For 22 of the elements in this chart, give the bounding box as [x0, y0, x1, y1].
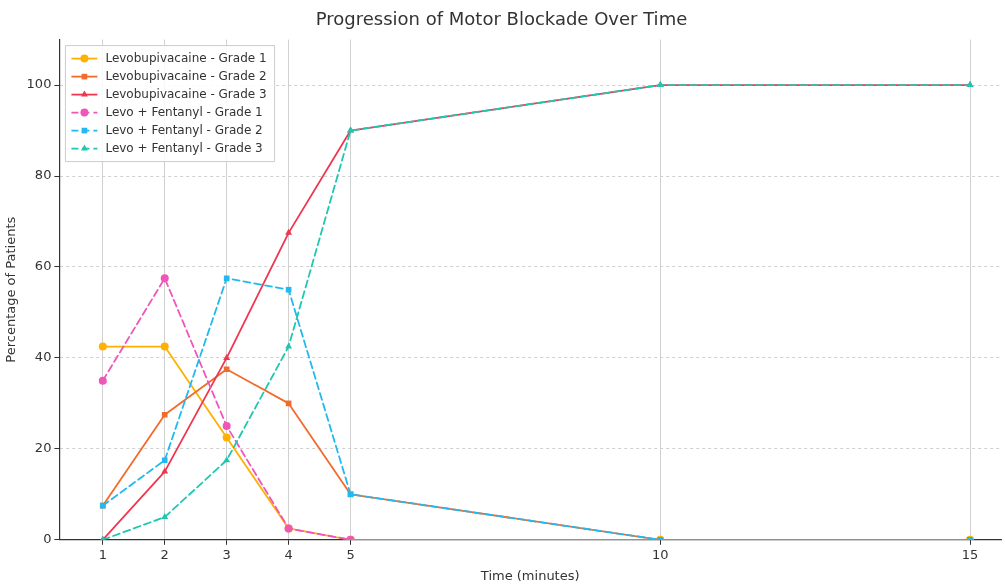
y-tick-label: 40 — [34, 349, 52, 365]
x-tick-label: 3 — [222, 546, 231, 562]
y-axis-title: Percentage of Patients — [3, 216, 19, 363]
x-tick-label: 4 — [284, 546, 293, 562]
chart-title: Progression of Motor Blockade Over Time — [315, 8, 688, 30]
legend-label: Levobupivacaine - Grade 1 — [105, 50, 267, 65]
y-tick-label: 100 — [26, 76, 52, 92]
legend-label: Levo + Fentanyl - Grade 1 — [105, 104, 263, 119]
x-tick-label: 2 — [160, 546, 169, 562]
x-tick-label: 1 — [98, 546, 107, 562]
legend-label: Levobupivacaine - Grade 3 — [105, 86, 267, 101]
legend-label: Levo + Fentanyl - Grade 2 — [105, 122, 263, 137]
y-tick-label: 20 — [34, 440, 52, 456]
x-axis-title: Time (minutes) — [479, 567, 580, 583]
x-tick-label: 15 — [961, 546, 979, 562]
legend-label: Levobupivacaine - Grade 2 — [105, 68, 267, 83]
legend-label: Levo + Fentanyl - Grade 3 — [105, 140, 263, 155]
x-tick-label: 10 — [652, 546, 669, 562]
x-tick-label: 5 — [346, 546, 355, 562]
y-tick-label: 80 — [34, 167, 52, 183]
y-tick-label: 60 — [34, 258, 52, 274]
y-tick-label: 0 — [43, 531, 52, 547]
